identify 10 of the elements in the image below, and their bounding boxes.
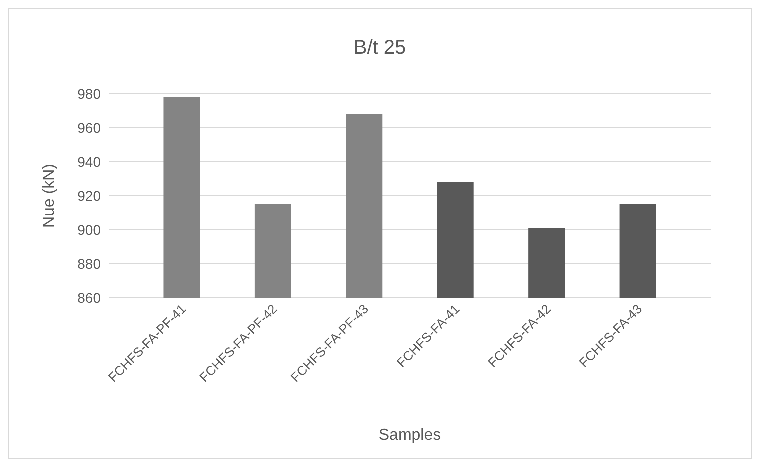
y-tick-label: 960	[78, 120, 102, 136]
y-tick-label: 880	[78, 256, 102, 272]
y-tick-label: 920	[78, 188, 102, 204]
y-tick-label: 980	[78, 86, 102, 102]
y-axis-title: Nue (kN)	[41, 164, 58, 228]
y-tick-label: 900	[78, 222, 102, 238]
y-tick-label: 860	[78, 290, 102, 306]
y-tick-label: 940	[78, 154, 102, 170]
x-axis-title: Samples	[378, 427, 442, 444]
chart-title: B/t 25	[354, 37, 406, 59]
